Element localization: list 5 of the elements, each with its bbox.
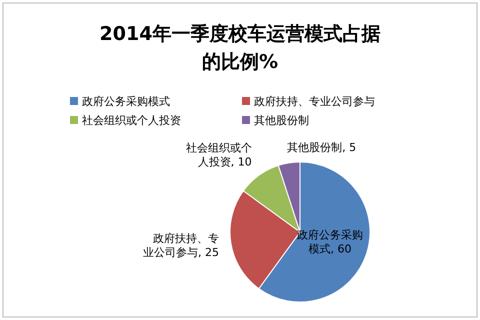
legend-label: 政府公务采购模式 xyxy=(82,95,170,108)
chart-title: 2014年一季度校车运营模式占据的比例% xyxy=(100,23,380,73)
legend-label: 政府扶持、专业公司参与 xyxy=(254,95,375,108)
legend-label: 其他股份制 xyxy=(254,114,309,127)
legend-label: 社会组织或个人投资 xyxy=(82,114,181,127)
